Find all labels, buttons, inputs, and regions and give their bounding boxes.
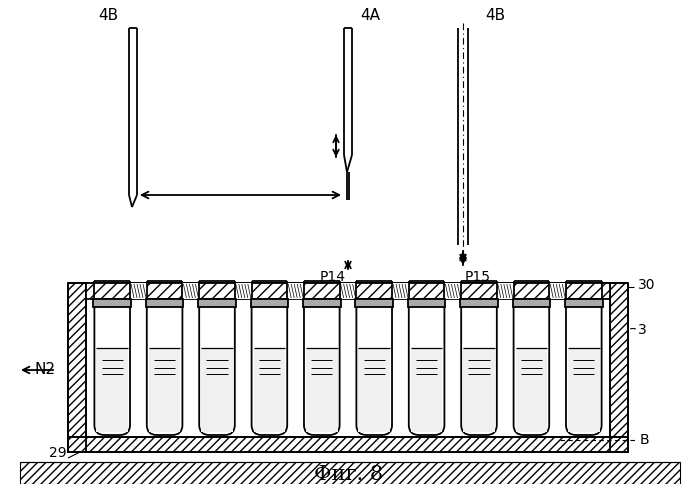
FancyBboxPatch shape bbox=[409, 299, 445, 435]
Text: P14: P14 bbox=[320, 270, 346, 284]
Bar bbox=[497, 283, 514, 299]
Bar bbox=[20, 462, 680, 484]
Bar bbox=[411, 348, 442, 432]
Bar bbox=[199, 299, 236, 307]
Text: 29: 29 bbox=[49, 446, 67, 460]
Bar bbox=[549, 283, 566, 299]
Bar bbox=[392, 283, 409, 299]
Bar bbox=[303, 299, 340, 307]
Bar bbox=[340, 283, 356, 299]
Bar bbox=[568, 348, 600, 432]
Bar bbox=[516, 348, 547, 432]
Bar bbox=[68, 283, 628, 452]
Bar bbox=[355, 299, 393, 307]
Bar bbox=[182, 283, 199, 299]
FancyBboxPatch shape bbox=[566, 299, 602, 435]
Bar bbox=[94, 299, 131, 307]
Bar bbox=[445, 283, 461, 299]
Bar bbox=[460, 299, 498, 307]
Bar bbox=[408, 299, 445, 307]
Bar bbox=[149, 348, 180, 432]
Text: P15: P15 bbox=[465, 270, 491, 284]
Text: 30: 30 bbox=[638, 278, 656, 292]
Bar bbox=[254, 348, 285, 432]
Text: 4B: 4B bbox=[98, 9, 118, 24]
FancyBboxPatch shape bbox=[252, 299, 287, 435]
Text: 3: 3 bbox=[638, 323, 647, 337]
Bar bbox=[565, 299, 603, 307]
FancyBboxPatch shape bbox=[304, 299, 340, 435]
Bar bbox=[250, 299, 288, 307]
Bar bbox=[86, 283, 610, 299]
FancyBboxPatch shape bbox=[199, 299, 235, 435]
Text: 4A: 4A bbox=[360, 9, 380, 24]
FancyBboxPatch shape bbox=[461, 299, 497, 435]
FancyBboxPatch shape bbox=[514, 299, 549, 435]
Bar bbox=[130, 283, 147, 299]
Text: 4B: 4B bbox=[485, 9, 505, 24]
Bar bbox=[512, 299, 550, 307]
Bar bbox=[68, 437, 628, 452]
Text: Фиг. 8: Фиг. 8 bbox=[315, 466, 384, 484]
Bar bbox=[68, 283, 86, 452]
FancyBboxPatch shape bbox=[356, 299, 392, 435]
Bar bbox=[463, 348, 495, 432]
Bar bbox=[306, 348, 338, 432]
Text: B: B bbox=[640, 433, 649, 447]
Bar bbox=[359, 348, 390, 432]
Bar bbox=[235, 283, 252, 299]
Text: N2: N2 bbox=[35, 363, 56, 378]
FancyBboxPatch shape bbox=[94, 299, 130, 435]
FancyBboxPatch shape bbox=[147, 299, 182, 435]
Bar bbox=[96, 348, 128, 432]
Bar bbox=[287, 283, 304, 299]
Bar bbox=[146, 299, 183, 307]
Bar bbox=[610, 283, 628, 452]
Bar bbox=[201, 348, 233, 432]
